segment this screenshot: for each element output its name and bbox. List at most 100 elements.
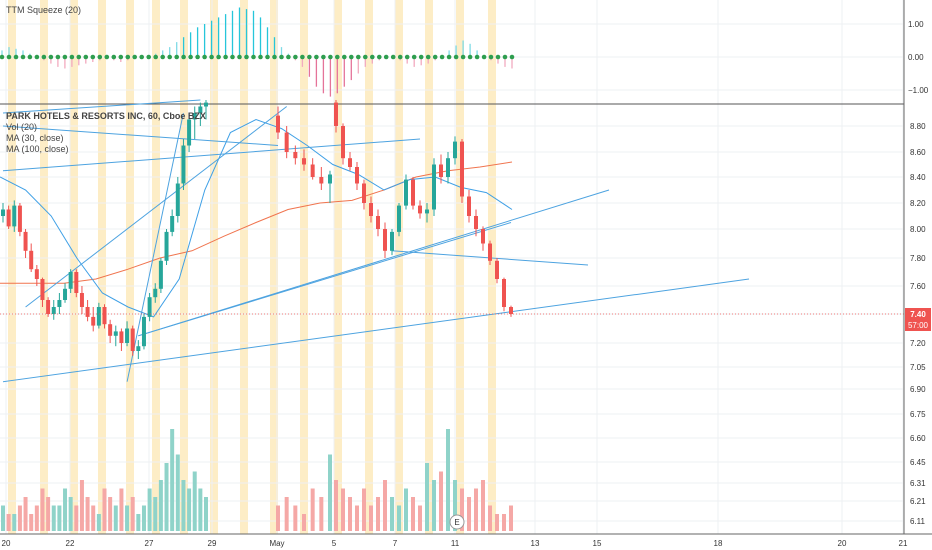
volume-bar: [397, 505, 401, 531]
time-tick-label: 20: [838, 539, 847, 548]
last-price-value: 7.40: [910, 310, 926, 319]
candlesticks: [1, 100, 513, 359]
trend-line: [2, 278, 750, 383]
ma100-legend: MA (100, close): [6, 144, 69, 154]
session-band: [70, 0, 78, 534]
volume-bar: [328, 454, 332, 531]
volume-bar: [17, 505, 22, 531]
squeeze-dot: [418, 54, 424, 60]
session-highlight-bands: [8, 0, 496, 534]
trend-line: [126, 112, 184, 382]
squeeze-dot: [139, 54, 144, 60]
candle-body: [40, 279, 45, 300]
earnings-marker-icon[interactable]: [449, 514, 465, 530]
candle-body: [341, 126, 345, 159]
volume-bar: [119, 488, 124, 531]
session-band: [300, 0, 308, 534]
squeeze-dot: [153, 54, 158, 60]
squeeze-dot: [481, 54, 487, 60]
candle-body: [125, 328, 130, 343]
candle-body: [175, 183, 180, 216]
volume-bar: [108, 497, 113, 531]
volume-bar: [404, 488, 408, 531]
volume-bar: [293, 505, 298, 531]
candle-body: [96, 307, 101, 326]
time-tick-label: 22: [66, 539, 75, 548]
chart-title: PARK HOTELS & RESORTS INC, 60, Cboe BZX: [6, 111, 206, 121]
candle-body: [362, 183, 366, 203]
squeeze-dot: [488, 54, 494, 60]
volume-bar: [355, 505, 359, 531]
squeeze-dot: [111, 54, 117, 60]
candle-body: [68, 272, 73, 289]
volume-bar: [147, 488, 152, 531]
squeeze-dot: [390, 54, 396, 60]
candle-body: [74, 272, 79, 293]
candle-body: [509, 307, 513, 314]
squeeze-dot: [446, 54, 452, 60]
candle-body: [204, 102, 208, 107]
session-band: [8, 0, 16, 534]
volume-bar: [369, 505, 373, 531]
squeeze-dot: [55, 54, 61, 60]
price-tick-label: 8.80: [910, 122, 926, 131]
candle-body: [147, 297, 152, 317]
price-tick-label: 6.31: [910, 479, 926, 488]
squeeze-dot: [76, 54, 82, 60]
candle-body: [328, 174, 332, 184]
squeeze-dot: [453, 54, 459, 60]
squeeze-dot: [230, 54, 235, 60]
squeeze-dot: [328, 54, 333, 60]
squeeze-title: TTM Squeeze (20): [6, 5, 81, 15]
squeeze-dot: [279, 54, 284, 60]
volume-bar: [310, 488, 315, 531]
squeeze-dot: [342, 54, 347, 60]
squeeze-dot: [48, 54, 54, 60]
candle-body: [136, 346, 141, 351]
session-band: [40, 0, 48, 534]
candle-body: [12, 205, 17, 227]
volume-bar: [319, 497, 324, 531]
candle-body: [1, 209, 5, 216]
session-band: [488, 0, 496, 534]
squeeze-dot: [300, 54, 305, 60]
candle-body: [495, 260, 499, 279]
trend-line: [2, 125, 279, 146]
volume-bar: [158, 480, 163, 531]
candle-body: [34, 269, 39, 279]
candle-body: [113, 331, 118, 336]
price-tick-label: 7.20: [910, 339, 926, 348]
price-tick-label: 8.60: [910, 148, 926, 157]
trend-lines: [2, 99, 750, 383]
volume-bar: [334, 480, 338, 531]
squeeze-dot: [216, 54, 221, 60]
squeeze-dot: [223, 54, 228, 60]
volume-bar: [125, 505, 130, 531]
squeeze-dot: [83, 54, 89, 60]
time-axis[interactable]: 20 22 27 29 May 5 7 11 13 15 18 20 21: [2, 539, 908, 548]
squeeze-dot: [237, 54, 242, 60]
candle-body: [6, 209, 11, 227]
squeeze-dot: [286, 54, 291, 60]
volume-bar: [276, 505, 280, 531]
volume-bar: [102, 488, 107, 531]
squeeze-dot: [272, 54, 277, 60]
session-band: [240, 0, 248, 534]
squeeze-dot: [6, 54, 12, 60]
price-tick-label: 6.45: [910, 458, 926, 467]
candle-body: [164, 231, 169, 261]
volume-bar: [192, 471, 197, 531]
price-tick-label: 7.05: [910, 363, 926, 372]
candle-body: [310, 164, 315, 177]
squeeze-dot: [69, 54, 75, 60]
candle-body: [63, 288, 68, 300]
volume-bar: [74, 505, 79, 531]
volume-bar: [85, 497, 90, 531]
squeeze-dot: [321, 54, 326, 60]
candle-body: [187, 119, 192, 146]
volume-bar: [488, 505, 492, 531]
candle-body: [446, 158, 450, 177]
squeeze-dot: [383, 54, 389, 60]
ma100-line: [0, 118, 513, 318]
